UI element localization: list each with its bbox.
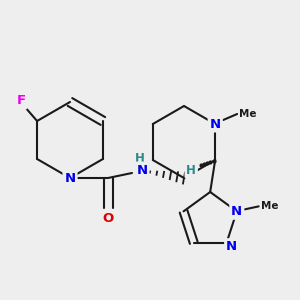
Text: F: F	[16, 94, 26, 107]
Text: Me: Me	[239, 109, 257, 119]
Text: H: H	[135, 152, 145, 164]
Text: N: N	[136, 164, 148, 176]
Text: Me: Me	[261, 201, 278, 211]
Text: O: O	[102, 212, 114, 224]
Text: H: H	[186, 164, 196, 176]
Text: N: N	[231, 205, 242, 218]
Text: N: N	[210, 118, 221, 130]
Text: N: N	[226, 240, 237, 253]
Text: N: N	[64, 172, 76, 184]
